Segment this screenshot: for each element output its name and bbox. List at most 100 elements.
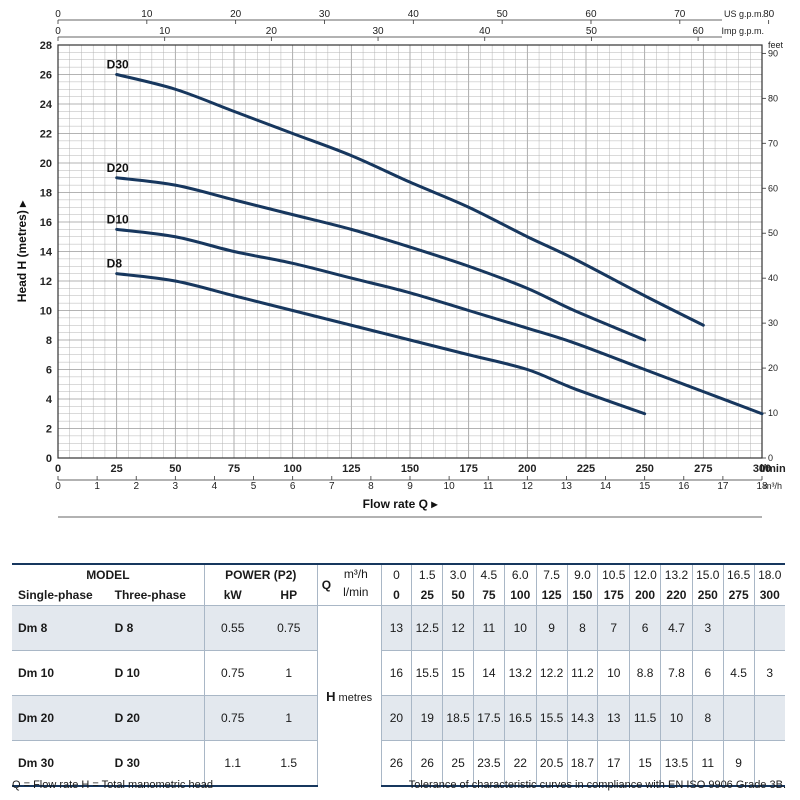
usgpm-unit-label: US g.p.m.	[724, 9, 764, 19]
hp-header: HP	[280, 588, 298, 602]
single-phase-model: Dm 10	[12, 650, 109, 696]
curve-label-d20: D20	[107, 161, 129, 175]
kw-value: 0.75	[203, 650, 261, 696]
head-value: 15.5	[411, 650, 443, 696]
three-phase-model: D 8	[108, 605, 205, 651]
x-tick-label: 0	[55, 463, 61, 475]
kw-value: 0.55	[203, 605, 261, 651]
head-value	[722, 695, 755, 741]
m3h-value: 0	[380, 563, 412, 585]
table-row: Dm 20 D 20 0.75 1 20 19 18.5 17.5 16.5 15.5 14.3 13…	[12, 695, 785, 741]
head-value: 3	[753, 650, 785, 696]
head-value: 15.5	[535, 695, 567, 741]
head-value: 26	[380, 740, 412, 787]
chart-labels: Flow rate Q ▸ Head H (metres) ▸ D30 D20 D10 D…	[15, 58, 438, 512]
m3h-tick-label: 0	[55, 481, 61, 492]
y-tick-label: 4	[46, 394, 53, 406]
lmin-value: 0	[380, 585, 412, 606]
head-value: 19	[411, 695, 443, 741]
curve-d30	[115, 73, 705, 327]
model-header: MODEL	[12, 563, 205, 585]
x-tick-label: 225	[577, 463, 595, 475]
feet-unit-label: feet	[768, 40, 784, 50]
chart-grid	[57, 44, 763, 459]
lmin-value: 75	[472, 585, 505, 606]
m3h-value: 12.0	[629, 563, 661, 585]
m3h-tick-label: 15	[639, 481, 651, 492]
three-phase-model: D 20	[108, 695, 205, 741]
feet-tick-label: 10	[768, 408, 778, 418]
m3h-tick-label: 14	[600, 481, 612, 492]
curve-label-d10: D10	[107, 212, 129, 226]
head-value: 4.5	[722, 650, 755, 696]
head-value: 16.5	[503, 695, 537, 741]
single-phase-model: Dm 8	[12, 605, 109, 651]
impgpm-tick-label: 20	[266, 26, 278, 37]
x-tick-label: 300	[753, 463, 771, 475]
head-value: 6	[629, 605, 661, 651]
y-tick-label: 12	[40, 276, 52, 288]
head-value: 7.8	[660, 650, 693, 696]
head-value: 20.5	[535, 740, 567, 787]
head-value: 18.7	[566, 740, 598, 787]
m3h-tick-label: 13	[561, 481, 573, 492]
head-value	[753, 605, 785, 651]
m3h-tick-label: 5	[251, 481, 257, 492]
usgpm-tick-label: 70	[674, 9, 686, 20]
feet-tick-label: 20	[768, 363, 778, 373]
chart-curves	[115, 73, 764, 416]
head-value: 11.5	[629, 695, 661, 741]
feet-tick-label: 80	[768, 93, 778, 103]
head-value: 3	[691, 605, 724, 651]
head-value: 12.2	[535, 650, 567, 696]
y-tick-label: 20	[40, 158, 52, 170]
head-value: 22	[503, 740, 537, 787]
head-value	[753, 695, 785, 741]
impgpm-tick-label: 30	[372, 26, 384, 37]
hp-value: 0.75	[260, 605, 318, 651]
head-value: 13	[380, 605, 412, 651]
x-tick-label: 175	[459, 463, 477, 475]
usgpm-tick-label: 80	[763, 9, 775, 20]
m3h-tick-label: 2	[133, 481, 139, 492]
y-tick-label: 0	[46, 453, 52, 465]
three-phase-model: D 30	[108, 740, 205, 787]
kw-value: 1.1	[203, 740, 261, 787]
y-tick-label: 10	[40, 306, 52, 318]
head-value: 20	[380, 695, 412, 741]
y-tick-label: 16	[40, 217, 52, 229]
usgpm-tick-label: 40	[408, 9, 420, 20]
feet-tick-label: 0	[768, 453, 773, 463]
head-value: 11	[691, 740, 724, 787]
m3h-value: 10.5	[597, 563, 630, 585]
y-tick-label: 14	[40, 247, 53, 259]
m3h-tick-label: 3	[173, 481, 179, 492]
h-label-cell: H metres	[316, 605, 381, 786]
head-value: 4.7	[660, 605, 693, 651]
impgpm-tick-label: 50	[586, 26, 598, 37]
m3h-unit: m³/h	[343, 567, 368, 581]
y-tick-label: 28	[40, 40, 52, 52]
impgpm-tick-label: 60	[693, 26, 705, 37]
lmin-value: 220	[660, 585, 693, 606]
m3h-unit-label: m³/h	[764, 481, 782, 491]
single-phase-model: Dm 20	[12, 695, 109, 741]
feet-tick-label: 40	[768, 273, 778, 283]
head-value: 16	[380, 650, 412, 696]
single-phase-header: Single-phase	[18, 588, 93, 602]
usgpm-tick-label: 60	[585, 9, 597, 20]
y-tick-label: 24	[40, 99, 53, 111]
x-tick-label: 50	[169, 463, 181, 475]
impgpm-tick-label: 40	[479, 26, 491, 37]
m3h-value: 1.5	[411, 563, 443, 585]
kw-value: 0.75	[203, 695, 261, 741]
head-value: 14.3	[566, 695, 598, 741]
lmin-value: 50	[442, 585, 474, 606]
h-symbol: H	[326, 688, 336, 704]
m3h-tick-label: 16	[678, 481, 690, 492]
m3h-tick-label: 10	[444, 481, 456, 492]
curve-d8	[115, 272, 647, 416]
